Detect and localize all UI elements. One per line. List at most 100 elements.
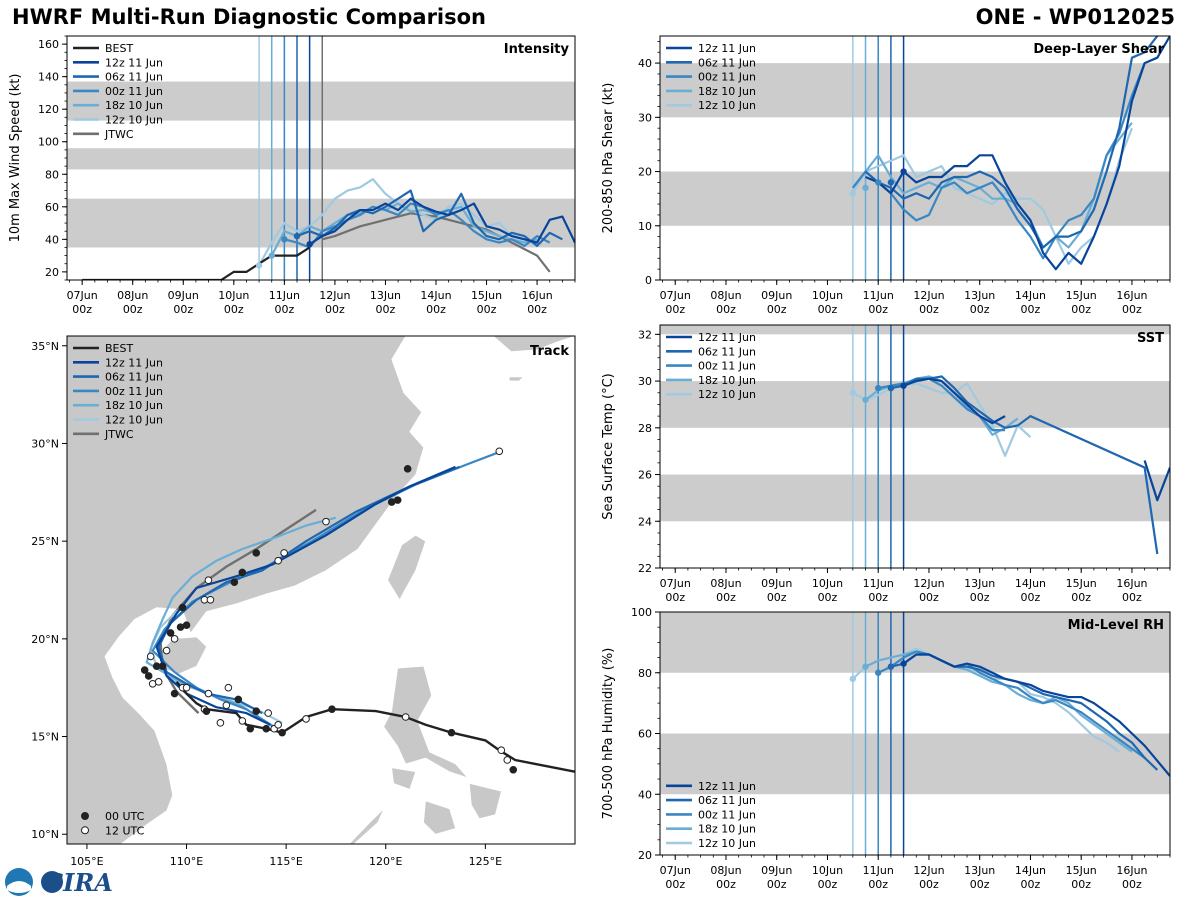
track-best-marker xyxy=(328,705,336,713)
shear-xtick-hour: 00z xyxy=(767,303,787,316)
track-position-marker xyxy=(146,652,155,661)
shear-legend-label: 12z 10 Jun xyxy=(698,99,756,112)
track-position-marker xyxy=(274,556,282,565)
track-position-marker xyxy=(252,707,261,715)
sst-run-start-marker xyxy=(849,389,857,396)
shear-xtick-day: 09Jun xyxy=(761,289,792,302)
rh-xtick-hour: 00z xyxy=(818,878,838,891)
luzon-land xyxy=(383,665,469,779)
track-position-marker xyxy=(252,549,261,557)
sst-xtick-hour: 00z xyxy=(767,591,787,604)
sst-ytick-label: 24 xyxy=(638,515,652,528)
sst-series-line xyxy=(878,377,1006,432)
rh-run-start-marker xyxy=(862,663,869,670)
rh-run-start-marker xyxy=(849,675,857,683)
intensity-xtick-day: 13Jun xyxy=(370,289,401,302)
shear-series-line xyxy=(865,36,1170,271)
track-legend-label: 12z 10 Jun xyxy=(105,414,163,427)
sst-ytick-label: 32 xyxy=(638,328,652,341)
rh-xtick-hour: 00z xyxy=(1071,878,1091,891)
intensity-plot-area xyxy=(67,36,575,280)
shear-xtick-hour: 00z xyxy=(665,303,685,316)
rh-xtick-hour: 00z xyxy=(868,878,888,891)
shear-ytick-label: 20 xyxy=(638,166,652,179)
sst-xtick-day: 10Jun xyxy=(812,577,843,590)
shear-ylabel: 200-850 hPa Shear (kt) xyxy=(601,83,616,234)
rh-xtick-hour: 00z xyxy=(665,878,685,891)
track-position-marker xyxy=(403,465,412,473)
intensity-xtick-day: 10Jun xyxy=(218,289,249,302)
mainland-land xyxy=(67,336,424,844)
shear-frame xyxy=(659,35,1171,281)
track-panel: 105°E 110°E 115°E 120°E 125°E 10°N 15°N 20°N 25°… xyxy=(31,335,576,868)
track-position-marker xyxy=(238,717,247,725)
rh-xtick-hour: 00z xyxy=(767,878,787,891)
intensity-series-line xyxy=(258,178,525,266)
track-position-marker xyxy=(280,549,288,557)
track-best-marker xyxy=(278,728,286,737)
intensity-xtick-day: 16Jun xyxy=(521,289,552,302)
sst-xtick-hour: 00z xyxy=(1021,591,1041,604)
track-marker-legend-label: 00 UTC xyxy=(105,810,145,823)
shear-run-start-marker xyxy=(900,168,907,175)
sst-xtick-hour: 00z xyxy=(868,591,888,604)
rh-plot-area xyxy=(660,612,1170,855)
rh-band xyxy=(660,733,1170,795)
track-legend-label: 06z 11 Jun xyxy=(105,371,163,384)
rh-ytick-label: 40 xyxy=(638,788,652,801)
intensity-run-start-marker xyxy=(306,241,313,248)
track-xtick-label: 115°E xyxy=(269,855,302,868)
rh-xtick-day: 10Jun xyxy=(812,864,843,877)
intensity-best-line xyxy=(82,246,311,280)
sst-ytick-label: 26 xyxy=(638,469,652,482)
intensity-xtick-hour: 00z xyxy=(72,303,92,316)
intensity-xtick-hour: 00z xyxy=(527,303,547,316)
shear-legend-label: 18z 10 Jun xyxy=(698,85,756,98)
rh-ytick-label: 80 xyxy=(638,667,652,680)
track-legend-label: 18z 10 Jun xyxy=(105,399,163,412)
taiwan-land xyxy=(387,534,426,601)
intensity-xtick-day: 11Jun xyxy=(269,289,300,302)
shear-xtick-hour: 00z xyxy=(716,303,736,316)
track-position-marker xyxy=(230,578,239,586)
sst-xtick-hour: 00z xyxy=(1071,591,1091,604)
rh-legend-label: 18z 10 Jun xyxy=(698,823,756,836)
track-position-marker xyxy=(202,707,211,715)
rh-panel: 07Jun00z08Jun00z09Jun00z10Jun00z11Jun00z… xyxy=(601,606,1171,891)
sst-xtick-day: 14Jun xyxy=(1015,577,1046,590)
intensity-xtick-hour: 00z xyxy=(224,303,244,316)
track-position-marker xyxy=(144,672,153,680)
track-ytick-label: 15°N xyxy=(31,731,59,744)
rh-run-start-marker xyxy=(900,660,907,667)
intensity-run-start-marker xyxy=(281,236,288,243)
sst-legend-label: 12z 10 Jun xyxy=(698,388,756,401)
intensity-xtick-day: 07Jun xyxy=(67,289,98,302)
track-marker-legend-label: 12 UTC xyxy=(105,824,145,837)
intensity-legend-label: 18z 10 Jun xyxy=(105,99,163,112)
intensity-xtick-hour: 00z xyxy=(426,303,446,316)
intensity-run-start-marker xyxy=(293,232,301,240)
rh-ytick-label: 20 xyxy=(638,849,652,862)
shear-band xyxy=(660,63,1170,118)
track-xtick-label: 125°E xyxy=(469,855,502,868)
track-position-marker xyxy=(166,629,175,637)
sst-ytick-label: 30 xyxy=(638,375,652,388)
sst-xtick-day: 16Jun xyxy=(1116,577,1147,590)
track-best-marker xyxy=(447,728,456,737)
track-xtick-label: 105°E xyxy=(70,855,103,868)
intensity-xtick-day: 08Jun xyxy=(117,289,148,302)
shear-xtick-hour: 00z xyxy=(1021,303,1041,316)
shear-xtick-hour: 00z xyxy=(1122,303,1142,316)
track-position-marker xyxy=(162,646,171,655)
track-plot-area xyxy=(67,336,575,844)
nesdis-logo-icon xyxy=(41,871,63,893)
intensity-series-line xyxy=(309,197,575,246)
shear-ytick-label: 30 xyxy=(638,111,652,124)
rh-ytick-label: 100 xyxy=(631,606,652,619)
intensity-series-line xyxy=(284,202,551,249)
track-position-marker xyxy=(495,447,504,456)
rh-xtick-day: 09Jun xyxy=(761,864,792,877)
intensity-run-start-marker xyxy=(268,252,275,259)
track-position-marker xyxy=(238,568,247,577)
